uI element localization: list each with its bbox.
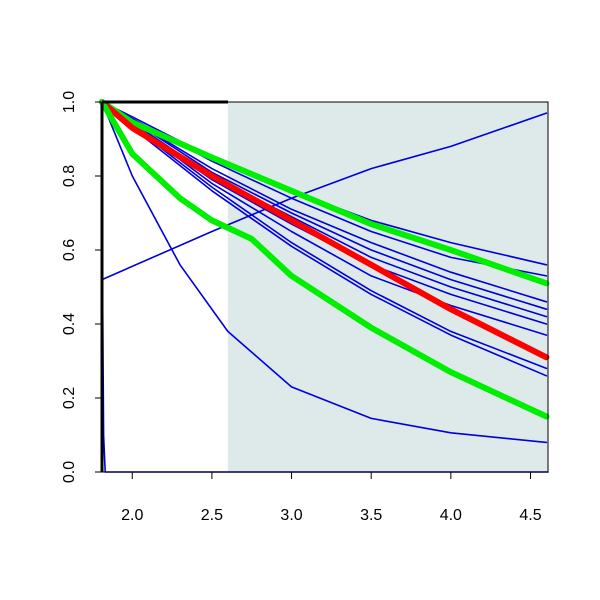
series-line-11 [101,112,548,281]
series-layer [99,99,550,473]
x-tick-label: 2.0 [121,507,143,524]
series-line-1 [101,101,548,444]
x-tick-label: 3.0 [280,507,302,524]
y-tick-label: 0.8 [61,165,78,187]
x-tick-label: 4.5 [519,507,541,524]
series-line-14 [99,99,550,361]
y-tick-label: 0.6 [61,239,78,261]
series-line-15 [99,99,550,420]
series-line-13 [99,99,550,287]
x-tick-label: 3.5 [360,507,382,524]
y-tick-label: 1.0 [61,91,78,113]
y-tick-label: 0.4 [61,313,78,335]
y-axis: 0.0 0.2 0.4 0.6 0.8 1.0 [61,91,102,483]
x-tick-label: 4.0 [440,507,462,524]
y-tick-label: 0.2 [61,387,78,409]
x-tick-label: 2.5 [201,507,223,524]
y-tick-label: 0.0 [61,461,78,483]
x-axis: 2.0 2.5 3.0 3.5 4.0 4.5 [102,471,548,524]
